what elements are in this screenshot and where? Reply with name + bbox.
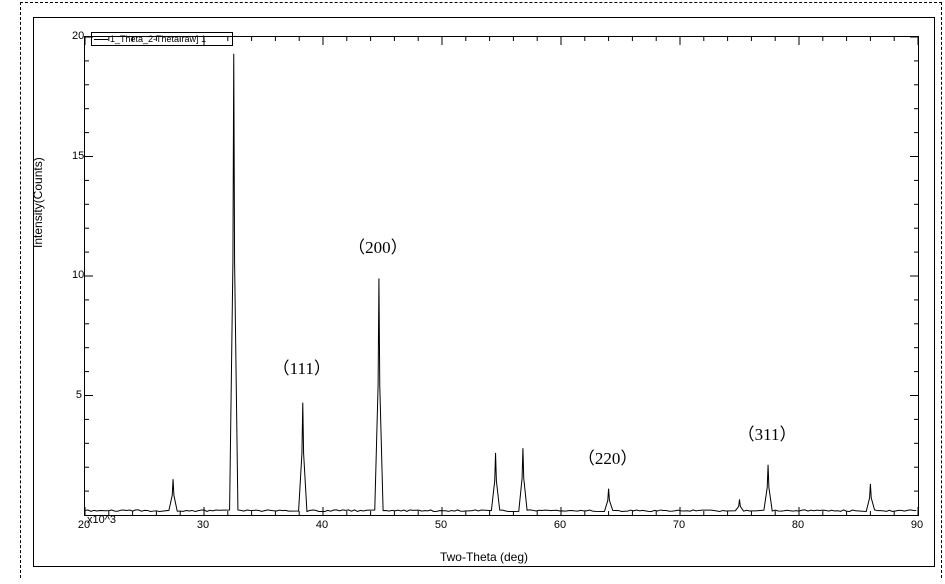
peak-label: （220） [578, 444, 638, 469]
x-tick-label: 80 [792, 519, 804, 531]
y-multiplier: x10^3 [87, 514, 116, 526]
peak-label: （200） [348, 233, 408, 258]
chart-panel: 1_Theta_2-Theta.raw] 1 Intensity(Counts)… [33, 17, 935, 567]
x-tick-label: 40 [316, 519, 328, 531]
y-tick-label: 5 [72, 389, 82, 401]
y-tick-label: 10 [72, 269, 82, 281]
y-tick-label: 20 [72, 30, 82, 42]
x-tick-label: 20 [78, 519, 90, 531]
dashed-frame: 1_Theta_2-Theta.raw] 1 Intensity(Counts)… [20, 2, 942, 578]
x-tick-label: 90 [911, 519, 923, 531]
peak-label: （311） [738, 420, 797, 445]
x-tick-label: 70 [673, 519, 685, 531]
y-axis-label: Intensity(Counts) [31, 157, 45, 248]
y-tick-label: 15 [72, 150, 82, 162]
peak-label: （111） [273, 354, 331, 379]
x-tick-label: 60 [554, 519, 566, 531]
x-tick-label: 50 [435, 519, 447, 531]
x-tick-label: 30 [197, 519, 209, 531]
x-axis-label: Two-Theta (deg) [440, 550, 528, 564]
